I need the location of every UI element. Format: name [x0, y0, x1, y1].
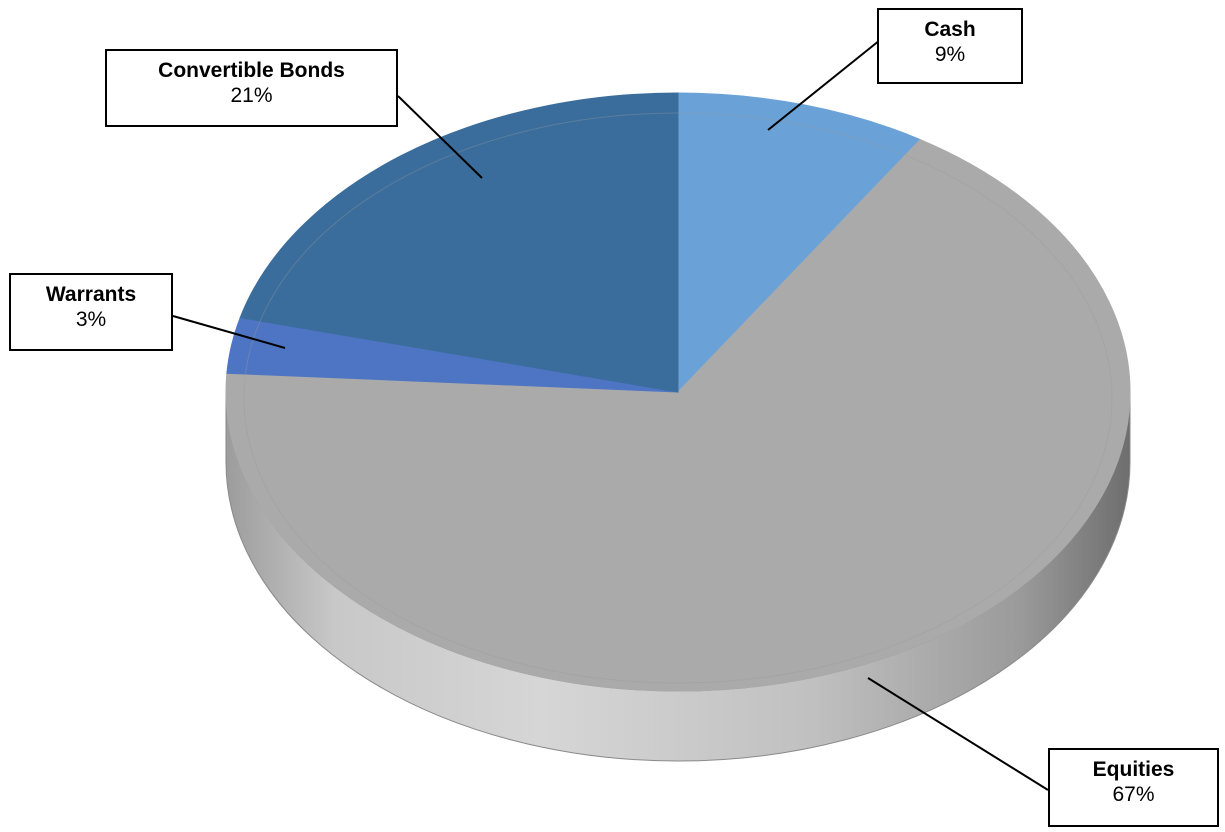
slice-label: Equities [1092, 758, 1175, 781]
data-label-equities: Equities 67% [1048, 748, 1219, 827]
pie-rim-highlight [243, 112, 1113, 684]
pie-slice-cash [677, 92, 922, 394]
pie-slices [225, 92, 1131, 692]
pie-slice-convertible-bonds [239, 92, 679, 393]
data-label-convertible-bonds: Convertible Bonds 21% [105, 49, 398, 127]
slice-value: 21% [230, 84, 273, 107]
data-label-warrants: Warrants 3% [9, 273, 173, 351]
leader-line-cash [767, 27, 896, 131]
leader-line-equities [867, 677, 1049, 791]
slice-value: 3% [75, 308, 107, 331]
slice-value: 67% [1112, 783, 1155, 806]
leader-lines [172, 27, 1049, 791]
leader-line-warrants [172, 315, 286, 349]
slice-label: Cash [924, 18, 976, 41]
slice-value: 9% [934, 43, 966, 66]
data-label-cash: Cash 9% [877, 8, 1023, 84]
slice-label: Warrants [45, 283, 137, 306]
leader-line-convertible-bonds [397, 95, 483, 179]
pie-slice-equities [225, 138, 1131, 692]
slice-label: Convertible Bonds [158, 59, 345, 82]
